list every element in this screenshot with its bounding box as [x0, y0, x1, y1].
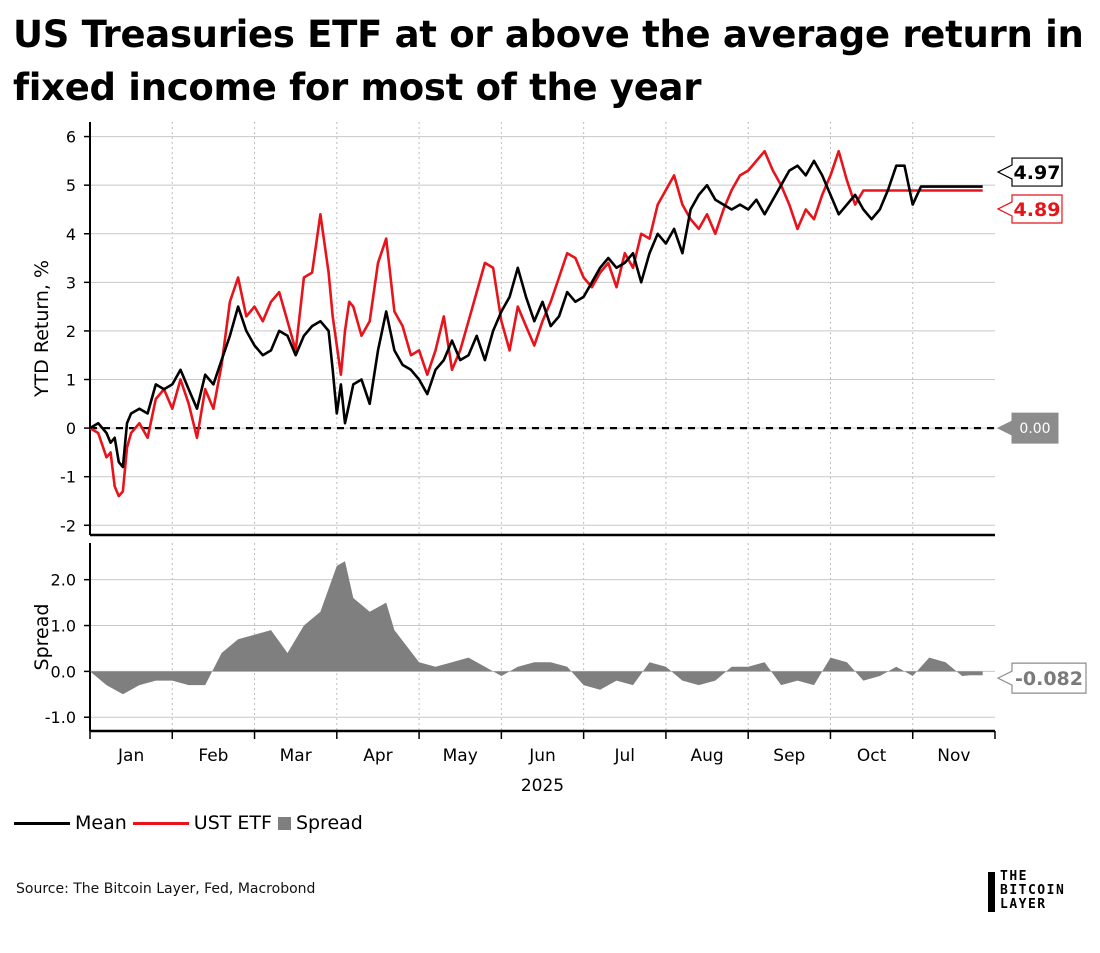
bottom-panel: -1.0 0.0 1.0 2.0 Spread [31, 543, 995, 733]
y-tick-label: 1.0 [51, 617, 76, 636]
top-panel: -2 -1 0 1 2 3 4 5 6 YTD Return, % [31, 122, 995, 537]
y-tick-label: 4 [66, 225, 76, 244]
x-tick-label-feb: Feb [198, 746, 228, 766]
end-value-callouts: 4.97 4.89 0.00 -0.082 [996, 157, 1087, 694]
logo-line-2: BITCOIN [1000, 883, 1066, 898]
x-tick-label-apr: Apr [363, 746, 392, 766]
y-axis-label: YTD Return, % [31, 260, 53, 398]
legend-label-spread: Spread [295, 812, 363, 834]
callout-ust-etf: 4.89 [996, 194, 1063, 224]
callout-mean-value: 4.97 [1014, 162, 1061, 184]
y-axis-label: Spread [31, 604, 53, 671]
x-tick-label-mar: Mar [280, 746, 312, 766]
logo-bar [988, 872, 995, 912]
series-line-mean [89, 159, 983, 469]
spread-area [90, 561, 983, 695]
y-tick-label: 3 [66, 273, 76, 292]
callout-ust-etf-value: 4.89 [1014, 199, 1061, 221]
x-tick-label-oct: Oct [857, 746, 887, 766]
legend-label-ust-etf: UST ETF [193, 812, 272, 834]
callout-mean: 4.97 [996, 157, 1063, 187]
legend-item-mean: Mean [14, 812, 127, 834]
legend-label-mean: Mean [75, 812, 127, 834]
x-tick-label-jun: Jun [528, 746, 556, 766]
x-tick-label-jul: Jul [614, 746, 636, 766]
x-axis-label: 2025 [521, 776, 564, 796]
y-tick-label: 2.0 [51, 571, 76, 590]
y-tick-label: -1.0 [45, 708, 76, 727]
y-tick-label: -2 [60, 516, 76, 535]
y-tick-label: 1 [66, 371, 76, 390]
series-line-ust-etf [89, 149, 983, 498]
y-tick-label: 6 [66, 128, 76, 147]
callout-spread: -0.082 [996, 662, 1087, 694]
chart-title: US Treasuries ETF at or above the averag… [13, 13, 1084, 109]
the-bitcoin-layer-logo: THE BITCOIN LAYER [988, 870, 1088, 914]
callout-zero: 0.00 [996, 412, 1059, 444]
callout-spread-box [996, 662, 1087, 694]
logo-line-3: LAYER [1000, 897, 1047, 912]
callout-zero-value: 0.00 [1019, 421, 1050, 437]
y-tick-label: 0 [66, 419, 76, 438]
x-axis: Jan Feb Mar Apr May Jun Jul Aug Sep Oct Nov 2025 [89, 731, 996, 796]
logo-line-1: THE [1000, 869, 1028, 884]
callout-ust-etf-box [996, 194, 1063, 224]
legend-swatch-spread [277, 816, 291, 830]
y-tick-label: 2 [66, 322, 76, 341]
x-tick-label-sep: Sep [773, 746, 805, 766]
legend-swatch-mean [14, 821, 70, 825]
x-tick-label-aug: Aug [690, 746, 723, 766]
y-tick-label: -1 [60, 468, 76, 487]
callout-zero-box [996, 412, 1059, 444]
legend-item-spread: Spread [277, 812, 363, 834]
legend: Mean UST ETF Spread [14, 812, 369, 834]
legend-item-ust-etf: UST ETF [132, 812, 272, 834]
x-tick-label-may: May [443, 746, 478, 766]
legend-swatch-ust-etf [132, 821, 189, 825]
callout-spread-value: -0.082 [1015, 668, 1083, 690]
y-tick-label: 0.0 [51, 662, 76, 681]
y-tick-label: 5 [66, 176, 76, 195]
callout-mean-box [996, 157, 1063, 187]
x-tick-label-nov: Nov [937, 746, 970, 766]
x-tick-label-jan: Jan [117, 746, 144, 766]
source-note: Source: The Bitcoin Layer, Fed, Macrobon… [16, 881, 316, 897]
